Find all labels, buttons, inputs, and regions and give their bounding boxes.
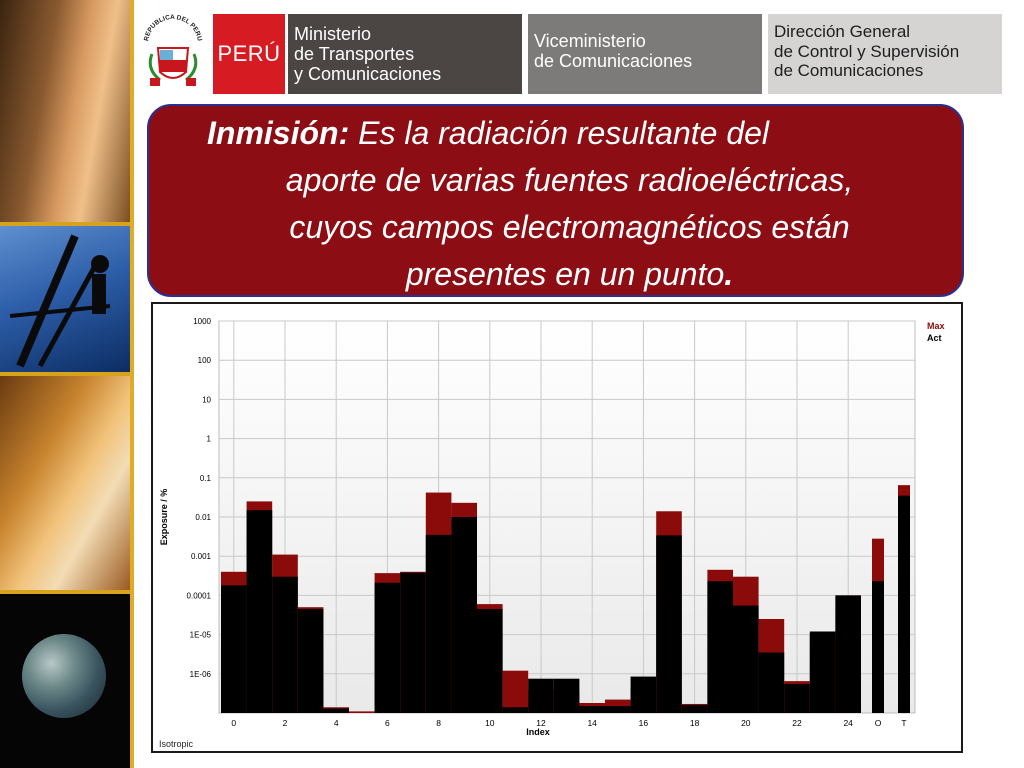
ministry-line: Ministerio — [294, 24, 372, 44]
x-tick-label: 14 — [587, 718, 597, 728]
act-bar — [400, 572, 426, 713]
viceministry-line: Viceministerio — [534, 31, 646, 51]
y-tick-label: 10 — [202, 395, 211, 404]
y-tick-label: 0.1 — [200, 474, 212, 483]
definition-line: aporte de varias fuentes radioeléctricas… — [285, 162, 854, 198]
max-bar — [349, 711, 375, 713]
act-bar — [835, 595, 861, 713]
strip-divider — [0, 222, 130, 226]
act-bar — [733, 605, 759, 713]
y-tick-label: 1E-05 — [190, 631, 212, 640]
photo-antenna-technician — [0, 226, 130, 372]
x-tick-label: 10 — [485, 718, 495, 728]
y-tick-label: 100 — [198, 356, 212, 365]
act-bar — [630, 676, 657, 713]
x-tick-label: 22 — [792, 718, 802, 728]
act-bar — [872, 581, 884, 713]
legend-act: Act — [927, 333, 942, 343]
act-bar — [553, 678, 580, 713]
viceministry-block: Viceministerio de Comunicaciones — [528, 14, 762, 94]
act-bar — [898, 495, 910, 713]
y-tick-label: 1000 — [193, 317, 211, 326]
definition-term: Inmisión: — [207, 115, 350, 151]
viceministry-line: de Comunicaciones — [534, 51, 693, 71]
y-axis-label: Exposure / % — [159, 489, 169, 546]
definition-box: Inmisión: Es la radiación resultante del… — [147, 104, 964, 297]
seal-text: REPUBLICA DEL PERU — [143, 14, 203, 42]
photo-man-thinking — [0, 0, 130, 222]
exposure-chart-svg: 1000 100 10 1 0.1 0.01 0.001 0.0001 1E-05 1E-06 0… — [159, 317, 945, 749]
x-tick-label: 6 — [385, 718, 390, 728]
strip-divider — [0, 590, 130, 594]
antenna-silhouette-icon — [9, 234, 111, 368]
y-tick-label: 0.001 — [191, 552, 212, 561]
y-tick-label: 0.0001 — [187, 591, 212, 600]
svg-text:REPUBLICA DEL PERU: REPUBLICA DEL PERU — [143, 14, 203, 42]
act-bar — [502, 707, 529, 713]
gold-divider — [130, 0, 134, 768]
act-bar — [681, 704, 708, 713]
ministry-line: y Comunicaciones — [294, 64, 442, 84]
act-bar — [707, 581, 733, 713]
act-bar — [297, 608, 324, 713]
legend-max: Max — [927, 321, 945, 331]
x-tick-label: 12 — [536, 718, 546, 728]
act-bar — [477, 608, 503, 713]
act-bar — [221, 585, 247, 713]
act-bar — [809, 631, 836, 713]
photo-strip — [0, 0, 130, 768]
y-tick-label: 0.01 — [195, 513, 211, 522]
act-bar — [758, 652, 785, 713]
definition-text: Es la radiación resultante del — [358, 115, 770, 151]
direction-line: Dirección General — [774, 22, 911, 41]
definition-line: cuyos campos electromagnéticos están — [289, 209, 850, 245]
x-tick-label: 2 — [283, 718, 288, 728]
y-tick-label: 1E-06 — [190, 670, 212, 679]
direction-line: de Control y Supervisión — [774, 41, 960, 61]
photo-earth — [0, 594, 130, 768]
act-bar — [579, 706, 605, 713]
definition-text: presentes en un punto — [405, 256, 725, 292]
x-tick-label: 24 — [843, 718, 853, 728]
act-bar — [451, 517, 477, 713]
act-bar — [246, 510, 273, 713]
y-tick-label: 1 — [207, 435, 212, 444]
x-axis-label: Index — [526, 727, 550, 737]
max-bar — [502, 670, 529, 713]
act-bar — [425, 534, 452, 713]
definition-line: presentes en un punto. — [207, 251, 932, 298]
exposure-chart: 1000 100 10 1 0.1 0.01 0.001 0.0001 1E-05 1E-06 0… — [151, 302, 963, 753]
x-tick-label: 20 — [741, 718, 751, 728]
strip-divider — [0, 372, 130, 376]
x-tick-label: O — [875, 718, 882, 728]
definition-end-mark: . — [724, 256, 734, 292]
act-bar — [374, 582, 401, 713]
act-bar — [272, 576, 298, 713]
x-tick-label: 4 — [334, 718, 339, 728]
act-bar — [528, 678, 554, 713]
definition-line: Inmisión: Es la radiación resultante del — [207, 110, 932, 157]
peru-brand-label: PERÚ — [213, 14, 285, 94]
x-tick-label: 8 — [436, 718, 441, 728]
ministry-line: de Transportes — [294, 44, 415, 64]
x-tick-label: 18 — [690, 718, 700, 728]
photo-woman-phone — [0, 376, 130, 590]
ministry-block: Ministerio de Transportes y Comunicacion… — [288, 14, 522, 94]
peru-seal-icon: REPUBLICA DEL PERU — [143, 14, 203, 86]
x-tick-label: 0 — [231, 718, 236, 728]
globe-icon — [22, 634, 106, 718]
x-tick-label: 16 — [639, 718, 649, 728]
act-bar — [656, 535, 682, 713]
act-bar — [323, 708, 349, 713]
direction-block: Dirección General de Control y Supervisi… — [768, 14, 1002, 94]
x-tick-label: T — [901, 718, 906, 728]
act-bar — [784, 683, 810, 713]
direction-line: de Comunicaciones — [774, 61, 924, 80]
act-bar — [605, 706, 631, 713]
corner-label: Isotropic — [159, 739, 194, 749]
